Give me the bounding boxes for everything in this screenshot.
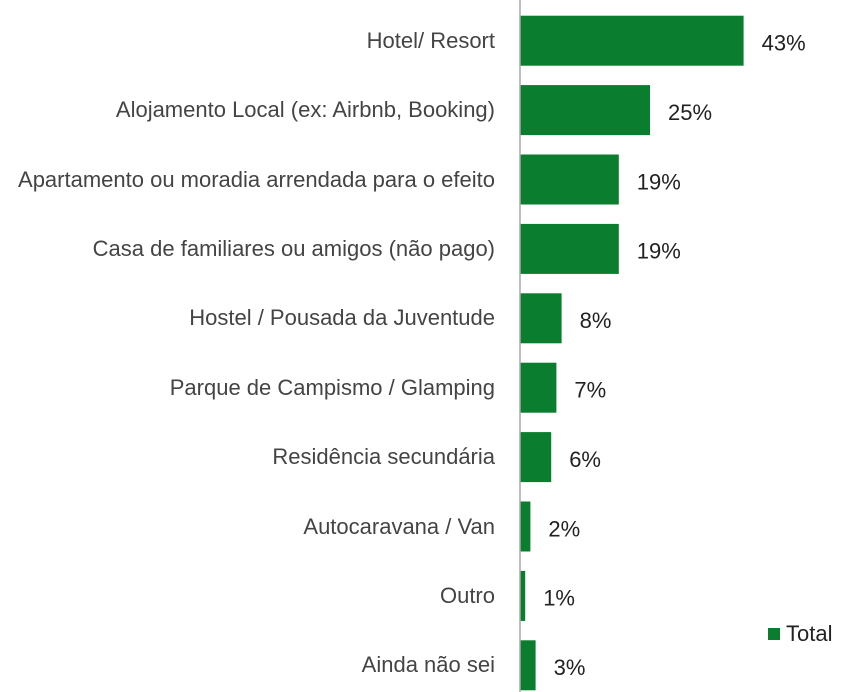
- category-label: Hostel / Pousada da Juventude: [189, 305, 495, 331]
- category-label: Parque de Campismo / Glamping: [169, 374, 495, 400]
- data-label: 7%: [574, 378, 606, 403]
- bar: [520, 15, 744, 66]
- data-label: 2%: [548, 516, 580, 541]
- legend-swatch: [768, 628, 780, 640]
- bar: [520, 501, 531, 552]
- data-label: 25%: [668, 100, 712, 125]
- bar: [520, 570, 526, 621]
- data-label: 19%: [637, 169, 681, 194]
- category-label: Ainda não sei: [361, 652, 495, 678]
- category-label: Residência secundária: [272, 444, 495, 470]
- data-label: 1%: [543, 586, 575, 611]
- data-label: 19%: [637, 239, 681, 264]
- bar: [520, 223, 619, 274]
- category-label: Apartamento ou moradia arrendada para o …: [18, 166, 495, 192]
- bar: [520, 154, 619, 205]
- category-label: Alojamento Local (ex: Airbnb, Booking): [115, 97, 495, 123]
- bar: [520, 293, 562, 344]
- data-label: 43%: [762, 31, 806, 56]
- category-label: Outro: [439, 582, 495, 608]
- category-label: Casa de familiares ou amigos (não pago): [92, 235, 495, 261]
- category-label: Hotel/ Resort: [366, 27, 495, 53]
- bar: [520, 362, 557, 413]
- data-label: 6%: [569, 447, 601, 472]
- data-label: 3%: [554, 655, 586, 680]
- bar: [520, 85, 650, 136]
- bar: [520, 432, 552, 483]
- data-label: 8%: [580, 308, 612, 333]
- legend-label: Total: [786, 621, 832, 646]
- bar: [520, 640, 536, 691]
- category-label: Autocaravana / Van: [303, 513, 495, 539]
